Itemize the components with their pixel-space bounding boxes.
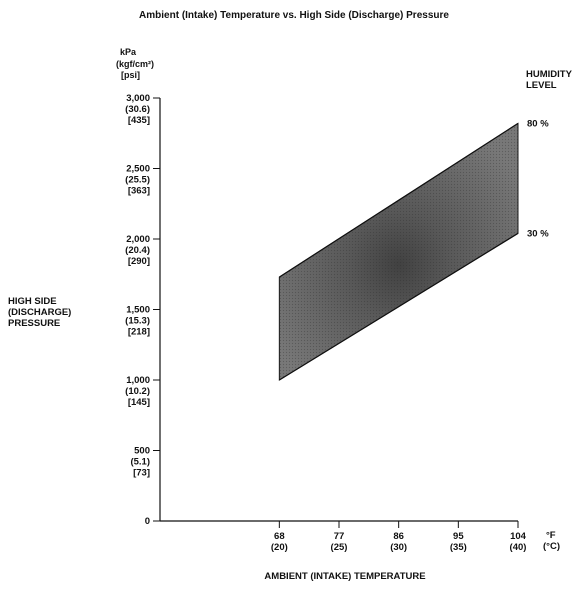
y-tick-label-2-0: 1,000 (126, 375, 150, 386)
x-tick-sublabel-0: (20) (271, 542, 288, 553)
series-label-1: 30 % (527, 228, 549, 239)
y-axis-title-line-1: HIGH SIDE (8, 296, 57, 307)
legend-title-line-2: LEVEL (526, 80, 557, 91)
x-axis-title: AMBIENT (INTAKE) TEMPERATURE (264, 571, 425, 582)
tick-layer: 0 500(5.1)[73] 1,000(10.2)[145] 1,500(15.3)… (125, 93, 526, 553)
y-tick-label-4-0: 2,000 (126, 234, 150, 245)
y-tick-label-6-1: (30.6) (125, 104, 150, 115)
y-axis-title: HIGH SIDE (DISCHARGE) PRESSURE (8, 296, 71, 329)
y-tick-label-5-0: 2,500 (126, 164, 150, 175)
y-tick-label-1-2: [73] (133, 468, 150, 479)
series-label-0: 80 % (527, 118, 549, 129)
series-line-0 (279, 122, 519, 278)
x-unit-celsius: (°C) (543, 541, 560, 552)
y-tick-label-3-0: 1,500 (126, 305, 150, 316)
legend-title: HUMIDITY LEVEL (526, 69, 573, 91)
series-label-layer: 80 % 30 % (527, 118, 549, 239)
y-tick-label-4-1: (20.4) (125, 245, 150, 256)
y-unit-labels: kPa (kgf/cm²) [psi] (116, 47, 154, 80)
y-tick-label-5-1: (25.5) (125, 175, 150, 186)
x-tick-sublabel-2: (30) (390, 542, 407, 553)
y-unit-kpa: kPa (120, 47, 137, 57)
y-tick-label-2-2: [145] (128, 397, 150, 408)
band-layer (278, 122, 519, 381)
x-tick-sublabel-3: (35) (450, 542, 467, 553)
y-tick-label-3-2: [218] (128, 327, 150, 338)
y-axis-title-line-2: (DISCHARGE) (8, 307, 71, 318)
x-unit-labels: °F (°C) (543, 530, 560, 552)
y-axis-title-line-3: PRESSURE (8, 318, 60, 329)
y-tick-label-2-1: (10.2) (125, 386, 150, 397)
y-tick-label-6-0: 3,000 (126, 93, 150, 104)
y-tick-label-1-0: 500 (134, 446, 150, 457)
y-unit-psi: [psi] (121, 70, 140, 80)
legend-title-line-1: HUMIDITY (526, 69, 573, 80)
y-tick-label-6-2: [435] (128, 115, 150, 126)
series-line-1 (279, 232, 519, 381)
x-tick-label-0: 68 (274, 531, 285, 542)
x-unit-fahrenheit: °F (546, 530, 556, 541)
x-tick-label-2: 86 (393, 531, 404, 542)
y-tick-label-5-2: [363] (128, 186, 150, 197)
y-tick-label-1-1: (5.1) (130, 457, 150, 468)
x-tick-label-1: 77 (334, 531, 345, 542)
y-tick-label-3-1: (15.3) (125, 316, 150, 327)
x-tick-label-3: 95 (453, 531, 464, 542)
y-tick-label-0-0: 0 (145, 516, 150, 527)
x-tick-label-4: 104 (510, 531, 527, 542)
chart-title: Ambient (Intake) Temperature vs. High Si… (139, 10, 449, 21)
band-texture (279, 123, 518, 380)
y-unit-kgf: (kgf/cm²) (116, 59, 154, 69)
y-tick-label-4-2: [290] (128, 256, 150, 267)
x-tick-sublabel-1: (25) (331, 542, 348, 553)
x-tick-sublabel-4: (40) (510, 542, 527, 553)
